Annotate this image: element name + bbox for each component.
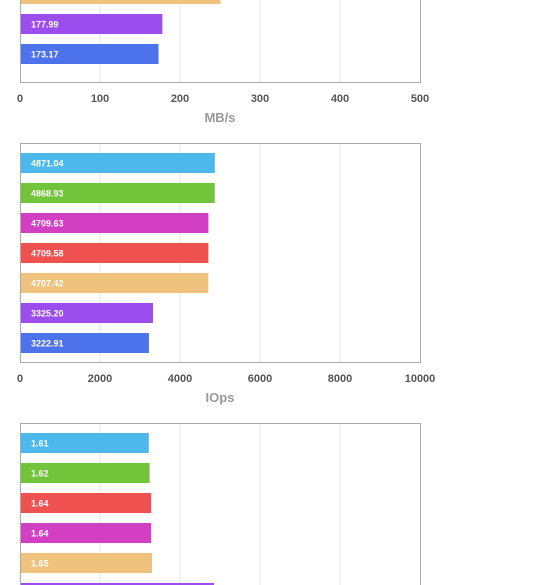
- tick-label-0-4: 400: [331, 93, 349, 105]
- bar-label-1-4: 4707.42: [31, 279, 64, 289]
- bar-1-6: [21, 333, 149, 353]
- bar-label-2-4: 1.65: [31, 559, 49, 569]
- bar-0-1: [21, 14, 163, 34]
- bar-2-4: [21, 553, 152, 573]
- plot-frame-2: [20, 423, 421, 585]
- bar-label-1-1: 4868.93: [31, 189, 64, 199]
- bar-label-2-0: 1.61: [31, 439, 49, 449]
- bar-2-3: [21, 523, 152, 543]
- bar-label-2-3: 1.64: [31, 529, 49, 539]
- bar-1-5: [21, 303, 154, 323]
- bar-2-0: [21, 433, 149, 453]
- bar-0-0: [21, 0, 221, 4]
- bar-1-2: [21, 213, 209, 233]
- axis-title-0: MB/s: [204, 110, 235, 125]
- bar-1-0: [21, 153, 215, 173]
- bar-label-0-1: 177.99: [31, 20, 59, 30]
- bar-label-1-3: 4709.58: [31, 249, 64, 259]
- tick-label-0-5: 500: [411, 93, 429, 105]
- axis-title-1: IOps: [206, 390, 235, 405]
- tick-label-0-1: 100: [91, 93, 109, 105]
- plot-frame-1: [20, 143, 421, 363]
- bar-1-4: [21, 273, 209, 293]
- bar-label-1-6: 3222.91: [31, 339, 64, 349]
- plot-frame-0: [20, 0, 421, 83]
- bar-label-1-0: 4871.04: [31, 159, 64, 169]
- tick-label-1-5: 10000: [405, 373, 436, 385]
- bar-2-2: [21, 493, 152, 513]
- bar-0-2: [21, 44, 159, 64]
- tick-label-1-4: 8000: [328, 373, 352, 385]
- bar-label-2-2: 1.64: [31, 499, 49, 509]
- tick-label-1-1: 2000: [88, 373, 112, 385]
- tick-label-1-2: 4000: [168, 373, 192, 385]
- tick-label-1-3: 6000: [248, 373, 272, 385]
- bar-2-1: [21, 463, 150, 483]
- bar-1-1: [21, 183, 215, 203]
- tick-label-0-0: 0: [17, 93, 23, 105]
- tick-label-1-0: 0: [17, 373, 23, 385]
- bar-2-5: [21, 583, 214, 585]
- bar-label-1-2: 4709.63: [31, 219, 64, 229]
- bar-label-2-1: 1.62: [31, 469, 49, 479]
- bar-1-3: [21, 243, 209, 263]
- tick-label-0-3: 300: [251, 93, 269, 105]
- tick-label-0-2: 200: [171, 93, 189, 105]
- bar-label-1-5: 3325.20: [31, 309, 64, 319]
- bar-label-0-2: 173.17: [31, 50, 59, 60]
